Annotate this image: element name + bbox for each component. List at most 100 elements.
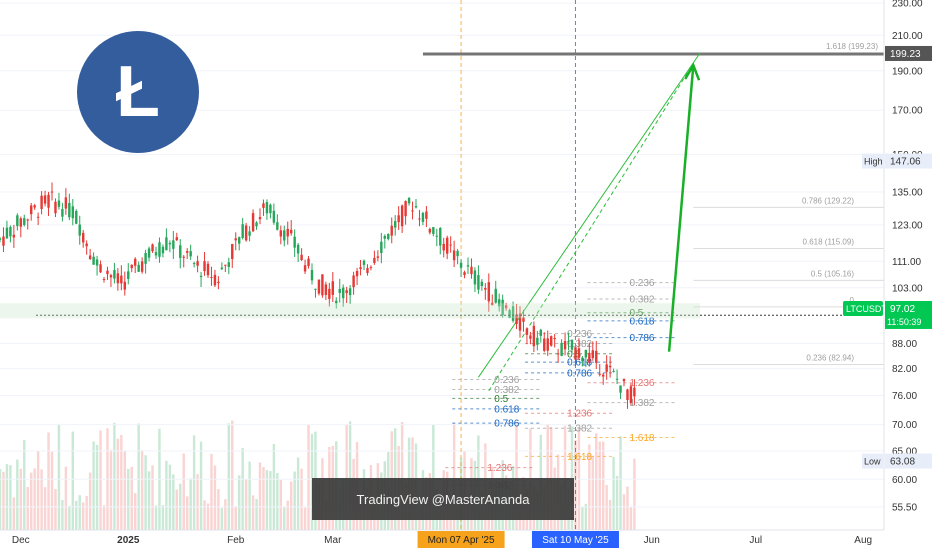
candle-body [78, 224, 81, 236]
candle-body [130, 264, 133, 269]
volume-bar [26, 486, 29, 530]
volume-bar [168, 464, 172, 530]
candle-body [497, 299, 501, 307]
candle-body [390, 225, 393, 236]
y-tick-label: 55.50 [892, 502, 917, 513]
volume-bar [140, 450, 144, 530]
volume-bar [172, 474, 175, 530]
volume-bar [123, 450, 127, 530]
x-tick-label: Jul [749, 535, 762, 546]
volume-bar [196, 474, 199, 530]
candle-body [466, 265, 470, 267]
candle-body [81, 232, 85, 243]
candle-body [102, 279, 106, 281]
candle-body [99, 264, 102, 273]
volume-bar [581, 506, 584, 530]
fib-ladder-label: 1.236 [629, 378, 654, 389]
candle-body [95, 259, 99, 266]
fib-ladder-label: 1.382 [629, 398, 654, 409]
candle-body [508, 310, 511, 318]
candle-body [293, 236, 296, 248]
candle-body [296, 244, 300, 254]
fib-level-label: 0.5 (105.16) [811, 269, 854, 278]
volume-bar [584, 503, 588, 530]
volume-bar [64, 466, 68, 530]
candle-body [515, 314, 518, 324]
volume-bar [133, 493, 137, 530]
fib-ladder-label: 0.236 [629, 278, 654, 289]
candle-body [338, 289, 341, 293]
candle-body [421, 212, 425, 222]
volume-bar [102, 505, 106, 530]
volume-bar [237, 475, 241, 530]
fib-level-label: 0.236 (82.94) [806, 354, 854, 363]
volume-bar [189, 478, 192, 530]
y-tick-label: 170.00 [892, 106, 923, 117]
volume-bar [0, 468, 2, 530]
resistance-price-tag [885, 45, 932, 61]
y-tick-label: 88.00 [892, 339, 917, 350]
volume-bar [307, 424, 310, 530]
candle-body [303, 265, 307, 272]
hl-tag [862, 453, 884, 469]
volume-bar [206, 503, 210, 530]
candle-body [140, 261, 144, 272]
forecast-arrow [667, 65, 695, 352]
candle-body [445, 237, 449, 254]
candle-body [359, 267, 362, 270]
candle-body [300, 254, 303, 261]
volume-bar [279, 479, 283, 530]
volume-bar [262, 467, 265, 530]
candle-body [560, 342, 563, 356]
candle-body [144, 253, 147, 264]
fib-level-label: 0 [850, 296, 855, 305]
volume-bar [563, 425, 567, 530]
candle-body [220, 267, 224, 270]
candle-body [598, 373, 601, 375]
candle-body [310, 270, 314, 281]
volume-bar [99, 430, 102, 530]
volume-bar [608, 499, 612, 530]
volume-bar [234, 506, 237, 530]
volume-bar [23, 439, 26, 530]
volume-bar [286, 500, 289, 530]
candle-body [380, 241, 383, 253]
volume-bar [213, 465, 217, 530]
candle-body [570, 339, 574, 350]
candle-body [85, 243, 88, 247]
fib-ladder-label: 0.618 [494, 404, 519, 415]
candle-body [321, 274, 324, 296]
volume-bar [633, 458, 636, 530]
candle-body [29, 205, 33, 215]
volume-bar [81, 502, 85, 530]
candle-body [439, 227, 442, 246]
candle-body [196, 261, 199, 266]
candle-body [151, 244, 154, 252]
candle-body [622, 379, 626, 382]
y-tick-label: 82.00 [892, 364, 917, 375]
volume-bar [95, 444, 99, 530]
candle-body [543, 338, 546, 351]
volume-bar [300, 468, 303, 530]
y-tick-label: 123.00 [892, 220, 923, 231]
volume-bar [120, 435, 123, 530]
candle-body [106, 270, 109, 275]
candle-body [255, 222, 258, 227]
candle-body [449, 244, 452, 246]
volume-bar [265, 470, 269, 530]
fib-ladder-label: 0.236 [567, 329, 592, 340]
volume-bar [199, 441, 203, 530]
candle-body [262, 203, 265, 208]
volume-bar [244, 479, 248, 530]
volume-bar [154, 505, 158, 530]
volume-bar [68, 505, 71, 530]
y-tick-label: 210.00 [892, 31, 923, 42]
y-tick-label: 190.00 [892, 66, 923, 77]
forecast-arrow-head [684, 62, 701, 81]
candle-body [331, 281, 335, 295]
volume-bar [296, 457, 300, 530]
fib-ladder-label: 0.382 [494, 385, 519, 396]
y-tick-label: 135.00 [892, 187, 923, 198]
